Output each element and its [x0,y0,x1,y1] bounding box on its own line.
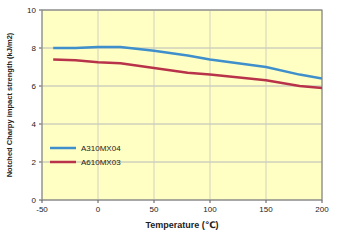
grid-line [154,10,155,200]
tick-label: 50 [150,205,159,214]
tick-label: 6 [32,82,37,91]
tick-label: 0 [32,196,37,205]
grid-line [210,10,211,200]
legend-label: A610MX03 [81,158,121,167]
x-axis-label: Temperature (℃) [145,220,218,230]
tick-label: 2 [32,158,37,167]
legend-swatch [50,161,76,164]
tick-label: 200 [315,205,329,214]
tick-label: 100 [203,205,217,214]
grid-line [42,124,322,125]
series-group [53,47,322,88]
legend-label: A310MX04 [81,144,121,153]
plot-area [42,10,322,200]
tick-label: -50 [36,205,48,214]
tick-label: 10 [27,6,36,15]
grid-line [266,10,267,200]
grid-line [42,86,322,87]
plot-frame [42,10,322,200]
tick-label: 0 [96,205,101,214]
tick-label: 8 [32,44,37,53]
legend-swatch [50,147,76,150]
y-axis-label: Notched Charpy impact strength (kJ/m2) [5,32,14,177]
tick-label: 4 [32,120,37,129]
tick-label: 150 [259,205,273,214]
series-line [53,59,322,88]
grid-line [98,10,99,200]
